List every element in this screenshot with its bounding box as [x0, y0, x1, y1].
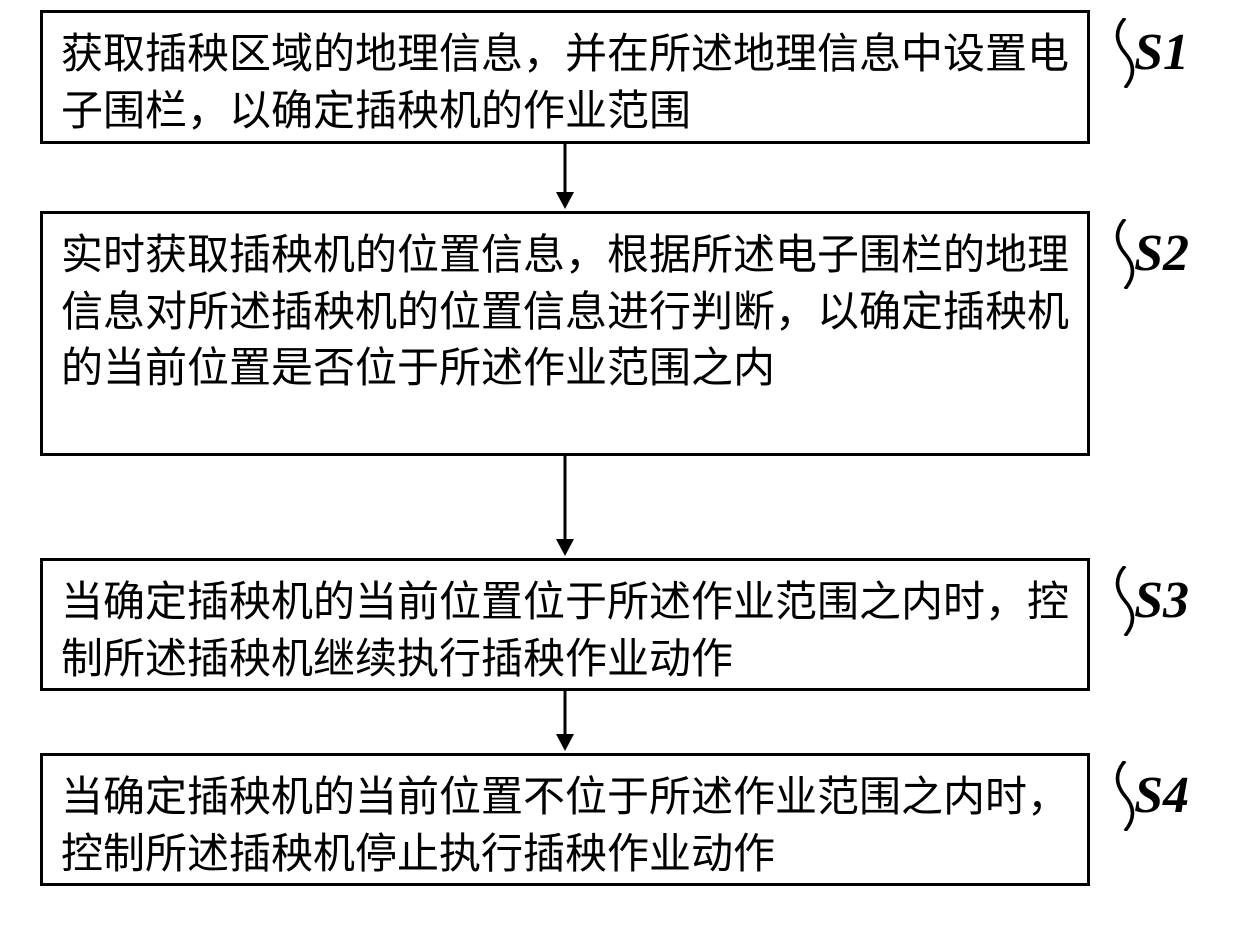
step-text: 当确定插秧机的当前位置不位于所述作业范围之内时，控制所述插秧机停止执行插秧作业动…: [61, 770, 1069, 883]
flow-step-s3: 当确定插秧机的当前位置位于所述作业范围之内时，控制所述插秧机继续执行插秧作业动作…: [40, 558, 1090, 691]
arrow-s2-s3: [40, 456, 1090, 558]
step-label: S2: [1134, 224, 1189, 283]
flow-step-s1: 获取插秧区域的地理信息，并在所述地理信息中设置电子围栏，以确定插秧机的作业范围 …: [40, 10, 1090, 144]
flowchart-container: 获取插秧区域的地理信息，并在所述地理信息中设置电子围栏，以确定插秧机的作业范围 …: [40, 10, 1200, 886]
step-label: S1: [1134, 23, 1189, 82]
arrow-s1-s2: [40, 144, 1090, 211]
step-text: 获取插秧区域的地理信息，并在所述地理信息中设置电子围栏，以确定插秧机的作业范围: [61, 27, 1069, 140]
step-label: S3: [1134, 571, 1189, 630]
flow-step-s4: 当确定插秧机的当前位置不位于所述作业范围之内时，控制所述插秧机停止执行插秧作业动…: [40, 753, 1090, 886]
step-text: 实时获取插秧机的位置信息，根据所述电子围栏的地理信息对所述插秧机的位置信息进行判…: [61, 228, 1069, 398]
arrow-s3-s4: [40, 691, 1090, 753]
step-text: 当确定插秧机的当前位置位于所述作业范围之内时，控制所述插秧机继续执行插秧作业动作: [61, 575, 1069, 688]
flow-step-s2: 实时获取插秧机的位置信息，根据所述电子围栏的地理信息对所述插秧机的位置信息进行判…: [40, 211, 1090, 456]
step-label: S4: [1134, 766, 1189, 825]
